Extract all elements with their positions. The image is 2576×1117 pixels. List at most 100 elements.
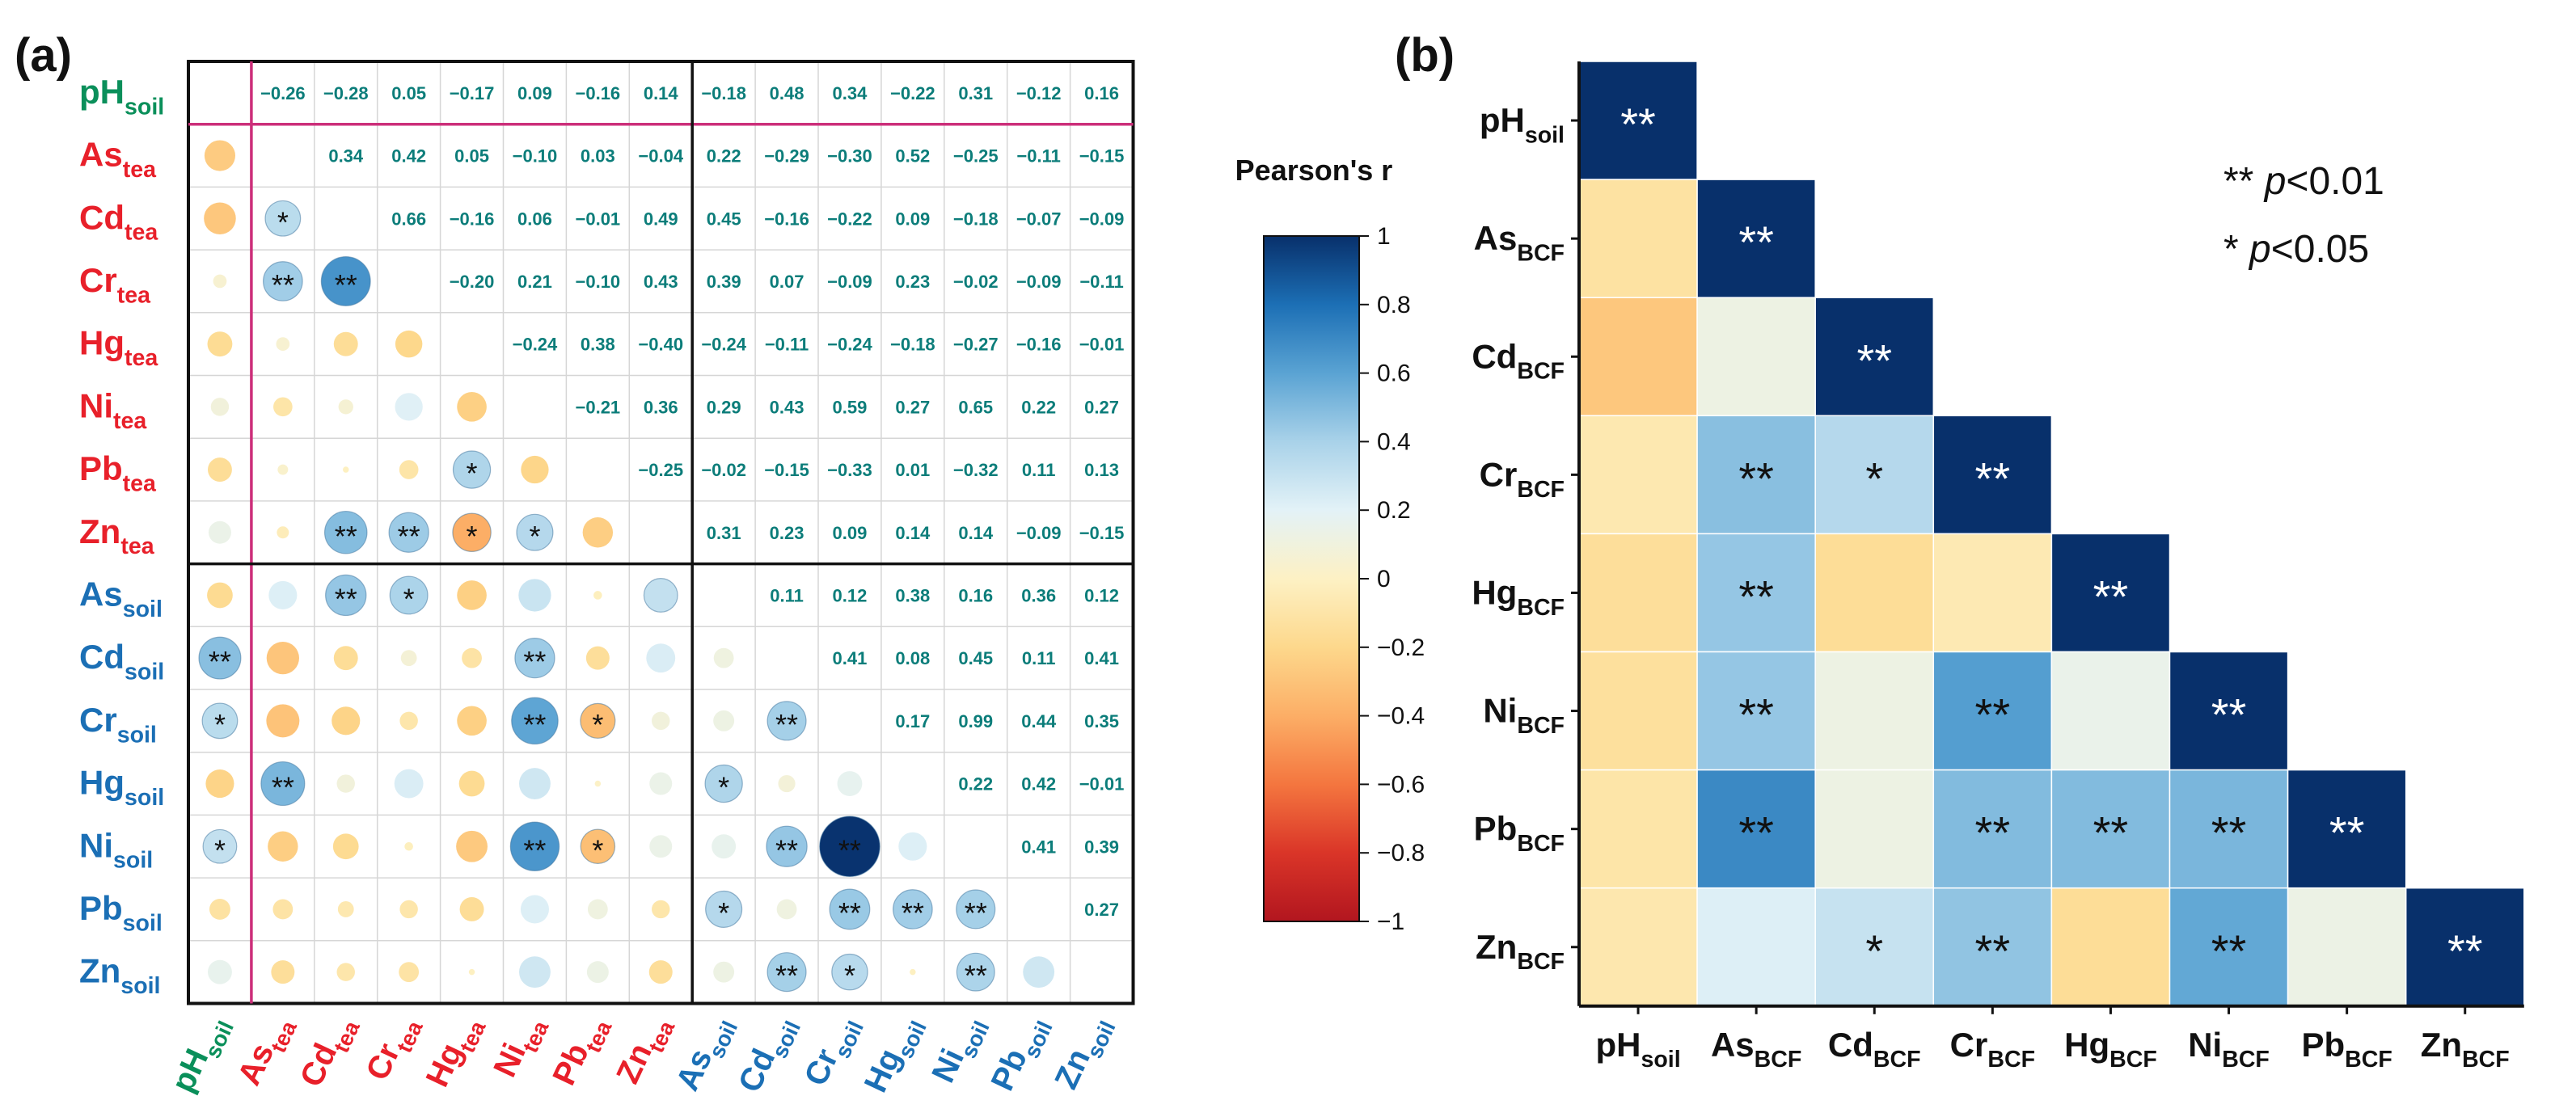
column-label: Cdtea: [293, 1009, 365, 1095]
upper-value: −0.09: [1016, 523, 1062, 543]
correlation-circle: [652, 900, 670, 919]
column-label: Cdsoil: [732, 1010, 805, 1102]
significance-mark: **: [775, 708, 798, 741]
correlation-circle: [457, 392, 487, 422]
upper-value: −0.22: [827, 209, 872, 229]
upper-value: 0.14: [895, 523, 931, 543]
colorbar-tick-label: 1: [1377, 223, 1391, 250]
correlation-circle: [207, 582, 233, 609]
correlation-circle: [520, 895, 549, 924]
correlation-circle: [271, 960, 295, 984]
column-label-group: Crtea: [360, 1017, 429, 1086]
upper-value: 0.09: [895, 209, 930, 229]
upper-value: −0.26: [260, 83, 306, 103]
correlation-circle: [652, 711, 670, 731]
pearson-colorbar: Pearson's r 1 0.8 0.6 0.4 0.2 0 −0.2 −0.4 −0.6 −0.…: [1235, 154, 1425, 935]
significance-mark: **: [838, 833, 861, 866]
column-label: CdBCF: [1828, 1026, 1921, 1073]
upper-value: 0.41: [1084, 648, 1119, 668]
significance-mark: **: [775, 959, 798, 993]
correlation-circle: [395, 393, 423, 421]
column-label: pHsoil: [1595, 1026, 1680, 1073]
colorbar-gradient: [1263, 235, 1360, 922]
correlation-circle: [388, 512, 429, 553]
upper-value: −0.24: [513, 335, 558, 355]
upper-value: −0.33: [827, 460, 872, 480]
row-label: CdBCF: [1472, 337, 1565, 384]
upper-value: 0.05: [454, 146, 489, 166]
correlation-circle: [204, 140, 236, 171]
colorbar-tick-label: 0.8: [1377, 292, 1411, 318]
upper-value: −0.09: [827, 272, 872, 292]
correlation-circle: [266, 704, 300, 738]
significance-mark: **: [209, 645, 231, 678]
correlation-circle: [649, 835, 673, 858]
column-label-group: Cdtea: [293, 1009, 365, 1095]
column-label-group: Hgsoil: [858, 1017, 931, 1098]
column-label-group: Cdsoil: [732, 1010, 805, 1102]
correlation-circle: [263, 261, 303, 301]
upper-value: 0.27: [1084, 397, 1119, 417]
upper-value: −0.02: [953, 272, 999, 292]
upper-value: 0.36: [1021, 585, 1056, 605]
upper-value: 0.22: [707, 146, 741, 166]
column-label: Pbsoil: [985, 1010, 1058, 1100]
correlation-circle: [209, 898, 230, 920]
upper-value: 0.06: [517, 209, 552, 229]
heatmap-cell: [2050, 887, 2171, 1007]
correlation-circle: [593, 591, 602, 600]
column-label-group: Assoil: [669, 1017, 742, 1096]
column-label: Znsoil: [1048, 1010, 1120, 1098]
correlation-circle: [956, 952, 995, 992]
correlation-circle: [580, 828, 616, 865]
upper-value: 0.01: [895, 460, 930, 480]
significance-mark: **: [2447, 925, 2483, 976]
significance-mark: **: [335, 520, 357, 553]
correlation-circle: [594, 780, 602, 787]
correlation-circle: [829, 888, 871, 930]
heatmap-cell: [1932, 769, 2053, 889]
heatmap-cell: [1696, 769, 1816, 889]
upper-value: −0.11: [765, 335, 809, 355]
row-label: CrBCF: [1480, 455, 1565, 502]
upper-value: −0.18: [701, 83, 746, 103]
colorbar-tick-label: 0.2: [1377, 497, 1411, 524]
column-label: NiBCF: [2188, 1026, 2270, 1073]
correlation-circle: [452, 450, 492, 489]
upper-value: 0.12: [1084, 585, 1119, 605]
correlation-circle: [320, 255, 371, 306]
significance-mark: *: [844, 959, 855, 993]
upper-value: 0.38: [581, 335, 615, 355]
heatmap-cell: [1814, 651, 1935, 771]
upper-value: −0.11: [1079, 272, 1123, 292]
colorbar-tick-label: 0: [1377, 566, 1391, 592]
row-label: Crsoil: [79, 701, 157, 748]
upper-value: 0.05: [391, 83, 426, 103]
correlation-circle: [208, 521, 231, 544]
colorbar-title: Pearson's r: [1235, 154, 1393, 187]
upper-value: 0.27: [895, 397, 930, 417]
significance-mark: *: [467, 520, 478, 553]
colorbar-tick-label: 0.6: [1377, 360, 1411, 387]
correlation-circle: [705, 890, 743, 928]
upper-value: −0.40: [638, 335, 683, 355]
upper-value: 0.35: [1084, 711, 1119, 731]
correlation-circle: [323, 510, 368, 554]
upper-value: −0.25: [953, 146, 999, 166]
colorbar-tick-label: −1: [1377, 908, 1404, 935]
upper-value: 0.22: [958, 774, 993, 795]
correlation-circle: [646, 643, 676, 673]
correlation-circle: [277, 526, 289, 539]
upper-value: −0.18: [953, 209, 999, 229]
upper-value: −0.24: [701, 335, 746, 355]
significance-mark: **: [965, 959, 987, 993]
upper-value: 0.11: [1022, 460, 1056, 480]
heatmap-cell: [1578, 179, 1698, 298]
panel-a-correlation-matrix: (a) −0.26 −0.28 0.05 −0.17 0.09 −0.16 0.14 −0.18…: [15, 29, 1135, 1102]
correlation-circle: [643, 578, 678, 613]
significance-mark: **: [272, 771, 294, 804]
correlation-circle: [712, 834, 737, 859]
significance-mark: **: [965, 896, 987, 929]
upper-value: −0.28: [323, 83, 369, 103]
row-label: AsBCF: [1474, 219, 1565, 266]
